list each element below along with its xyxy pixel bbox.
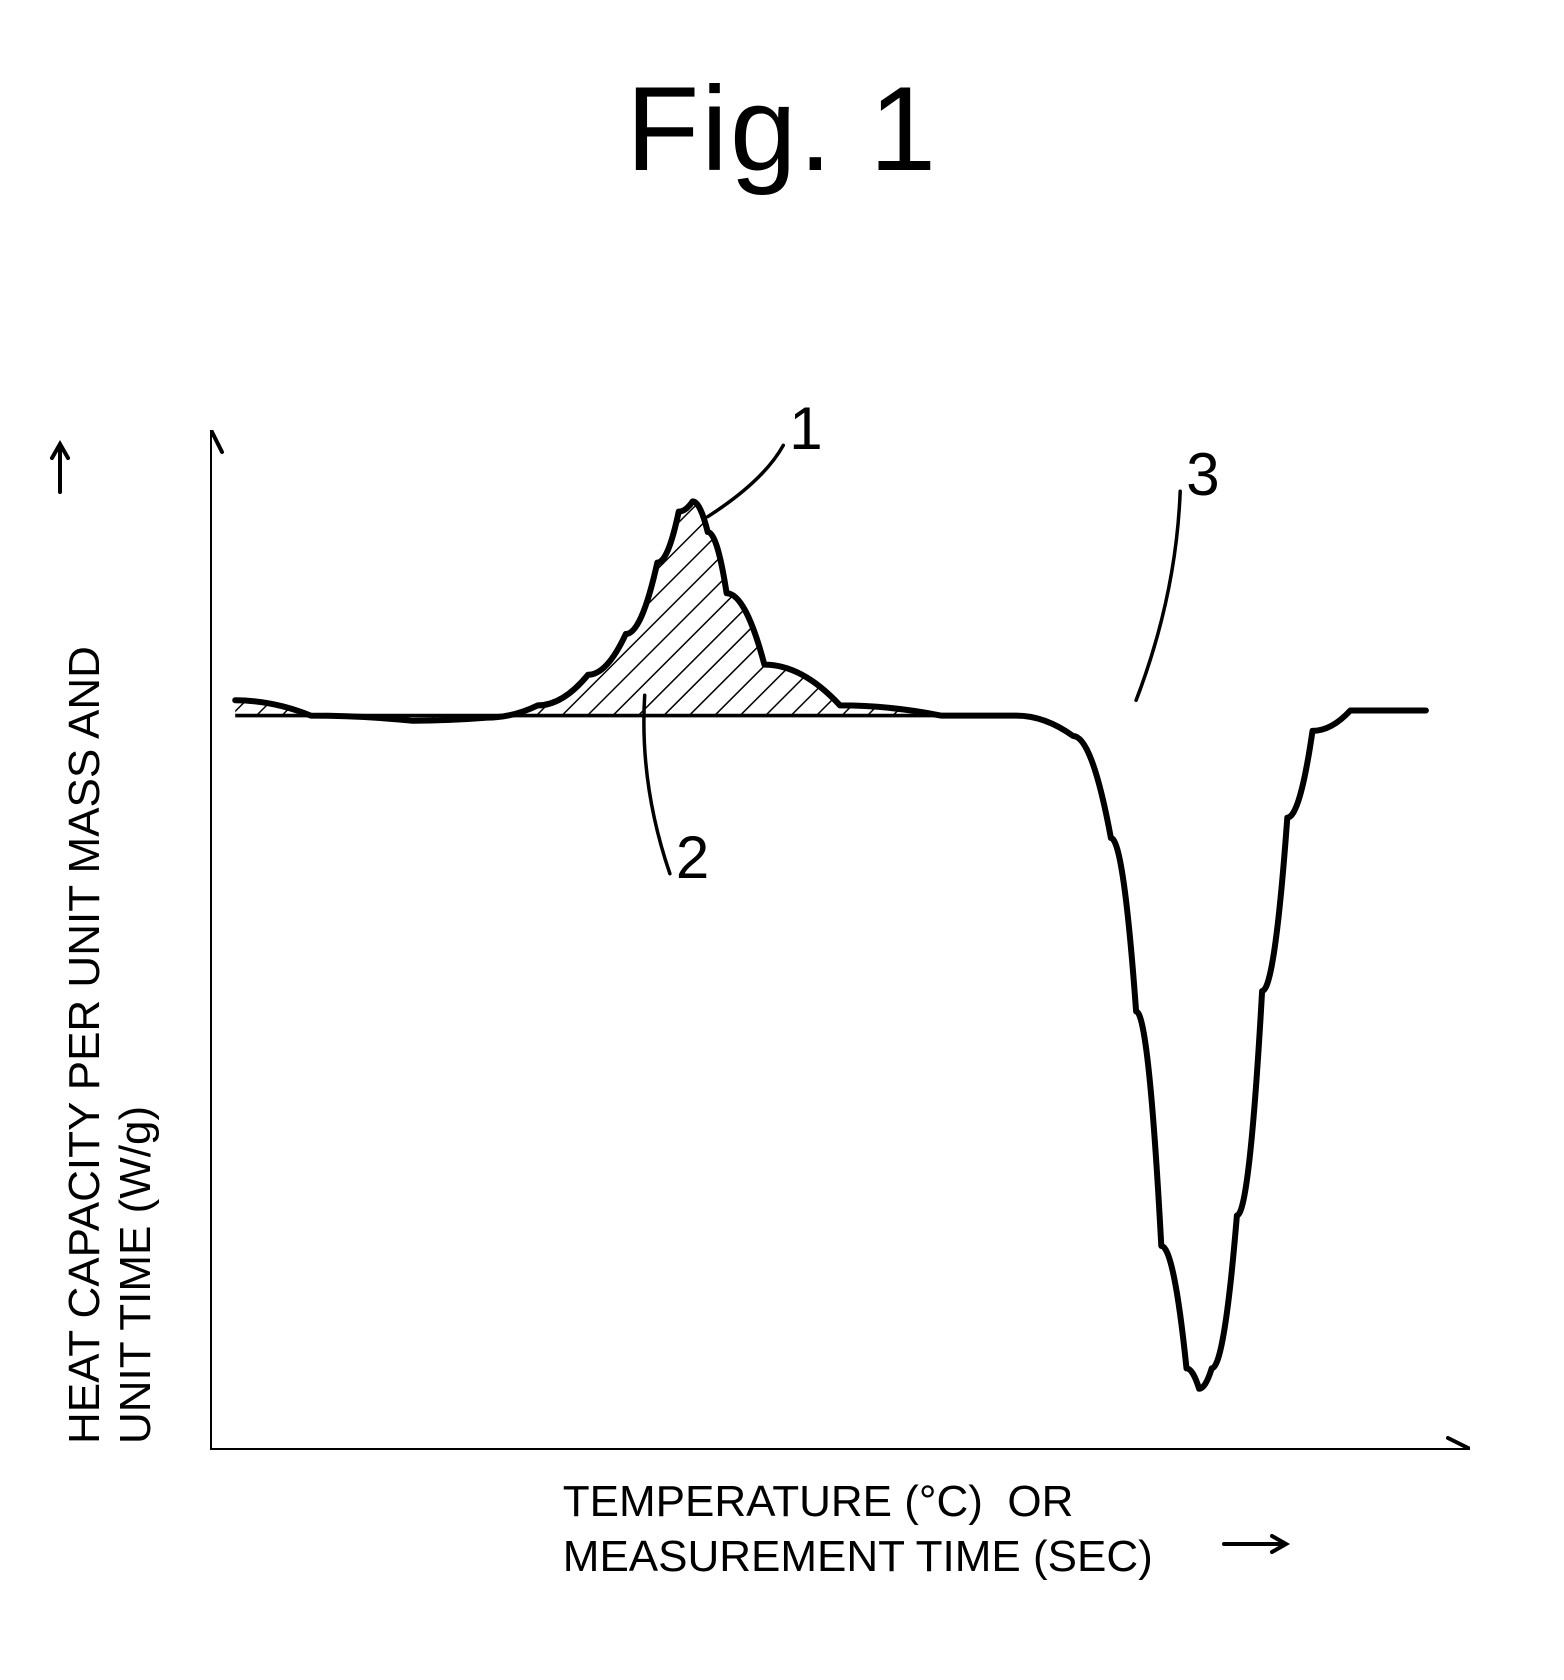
chart-area	[210, 430, 1470, 1450]
annotation-3: 3	[1186, 440, 1219, 509]
page: Fig. 1 HEAT CAPACITY PER UNIT MASS ANDUN…	[0, 0, 1564, 1680]
x-axis-label: TEMPERATURE (°C) OR MEASUREMENT TIME (SE…	[563, 1474, 1153, 1584]
x-axis-direction-arrow	[1218, 1524, 1298, 1564]
figure-title: Fig. 1	[0, 60, 1564, 198]
annotation-1: 1	[789, 394, 822, 463]
y-axis-direction-arrow	[40, 432, 80, 502]
y-axis-label: HEAT CAPACITY PER UNIT MASS ANDUNIT TIME…	[60, 646, 161, 1444]
annotation-2: 2	[676, 823, 709, 892]
chart-svg	[210, 430, 1470, 1450]
